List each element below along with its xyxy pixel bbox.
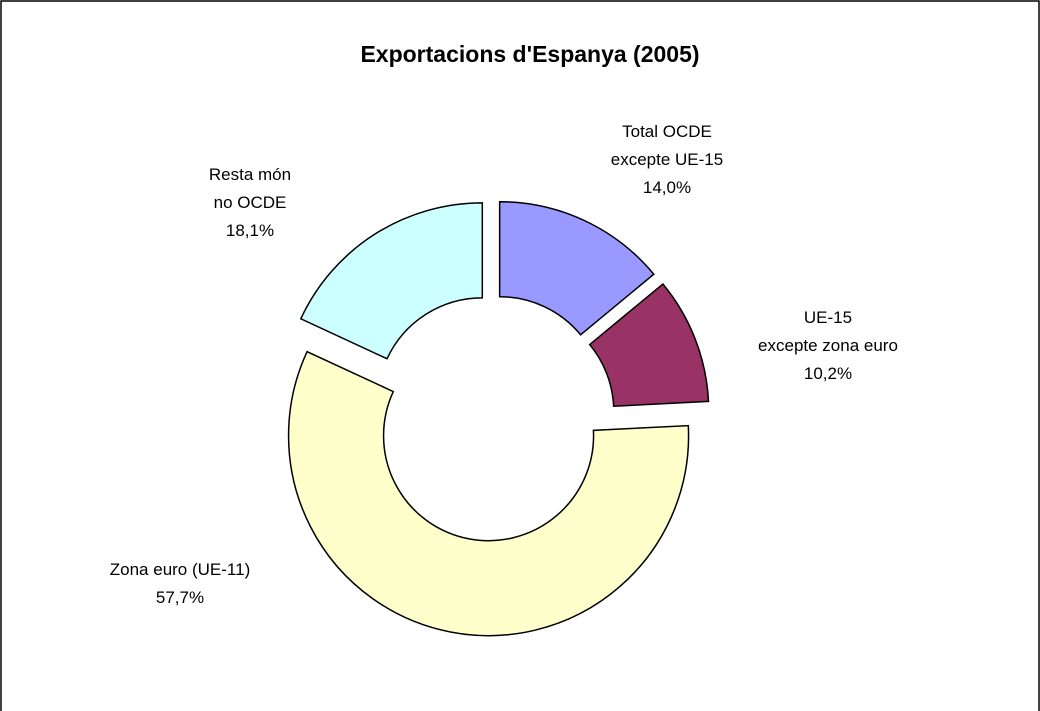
value-label: 57,7% [156, 588, 204, 607]
donut-slice [299, 202, 484, 360]
value-label: 10,2% [804, 364, 852, 383]
donut-slice [498, 200, 655, 336]
slice-label: Resta món no OCDE [209, 165, 291, 212]
chart-title: Exportacions d'Espanya (2005) [360, 41, 699, 67]
value-label: 18,1% [226, 221, 274, 240]
value-label: 14,0% [643, 178, 691, 197]
donut-slice [287, 350, 690, 637]
donut-slice [588, 282, 710, 407]
slice-label: UE-15 excepte zona euro [758, 308, 898, 355]
slice-label: Zona euro (UE-11) [110, 560, 250, 579]
slice-label: Total OCDE excepte UE-15 [611, 122, 723, 169]
